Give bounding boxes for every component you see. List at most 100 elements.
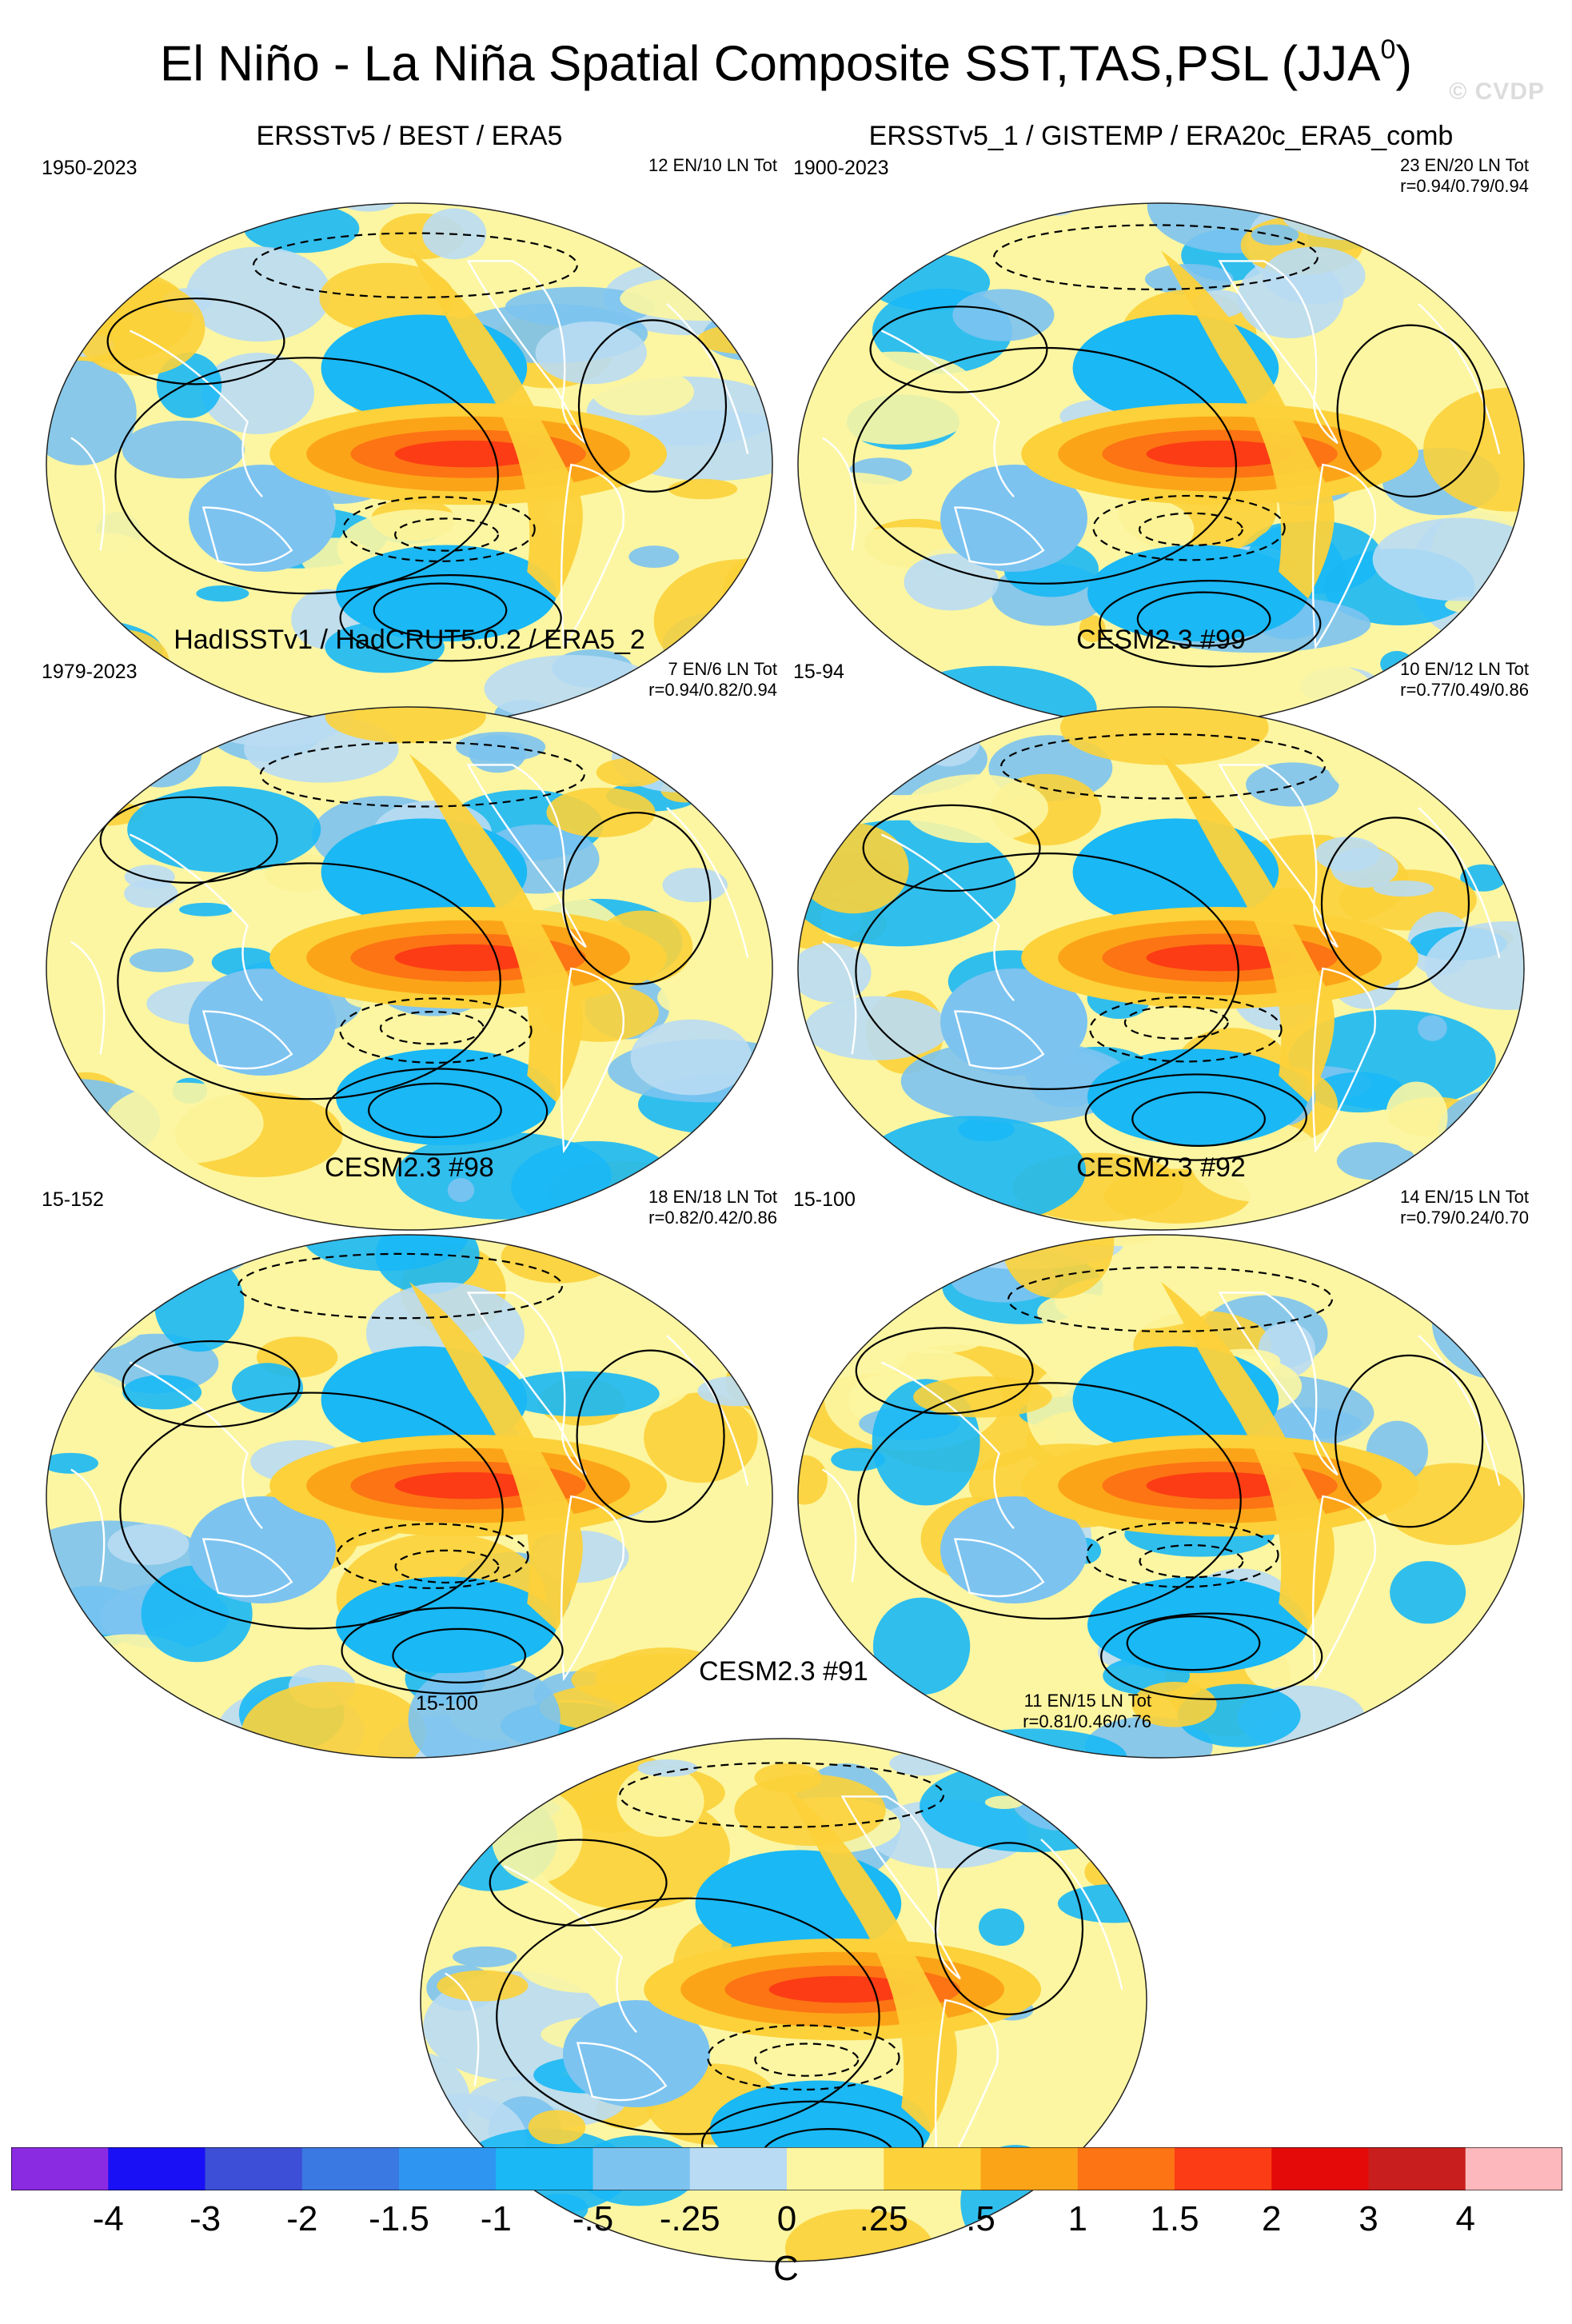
event-count: 11 EN/15 LN Tot xyxy=(1023,1691,1151,1711)
colorbar xyxy=(11,2147,1562,2190)
panel-period: 1950-2023 xyxy=(42,157,138,179)
psl-contour-2 xyxy=(339,997,533,1064)
anomaly-patch xyxy=(668,478,738,500)
colorbar-swatch xyxy=(1271,2147,1369,2190)
anomaly-patch xyxy=(1423,387,1524,512)
anomaly-patch xyxy=(784,2209,934,2262)
map-panel: ERSSTv5_1 / GISTEMP / ERA20c_ERA5_comb 19… xyxy=(793,120,1529,733)
anomaly-patch xyxy=(1263,246,1366,305)
anomaly-patch xyxy=(662,868,728,903)
psl-contour-0 xyxy=(392,1627,527,1683)
map-border xyxy=(46,1234,773,1759)
anomaly-patch xyxy=(798,325,836,349)
robinson-map xyxy=(46,1234,773,1759)
robinson-map xyxy=(797,706,1525,1231)
psl-contour-2 xyxy=(1089,996,1283,1063)
anomaly-patch xyxy=(508,1743,569,1785)
panel-period: 15-94 xyxy=(793,661,844,683)
anomaly-patch xyxy=(726,707,772,715)
pattern-correlation: r=0.82/0.42/0.86 xyxy=(648,1208,777,1228)
anomaly-patch xyxy=(1315,837,1381,872)
coastline-5 xyxy=(666,807,749,958)
psl-contour-4 xyxy=(114,357,499,595)
event-count: 10 EN/12 LN Tot xyxy=(1399,659,1529,679)
map-panel: ERSSTv5 / BEST / ERA5 1950-2023 12 EN/10 L… xyxy=(42,120,777,733)
coastline-1 xyxy=(1311,463,1376,650)
anomaly-patch xyxy=(57,1105,111,1138)
el-nino-warm-tongue-3 xyxy=(394,944,542,972)
anomaly-patch xyxy=(1417,1015,1447,1041)
colorbar-tick-label: -4 xyxy=(92,2199,124,2238)
anomaly-patch xyxy=(979,1908,1025,1947)
colorbar-tick-label: 1.5 xyxy=(1150,2199,1199,2238)
psl-contour-6 xyxy=(576,1349,725,1523)
anomaly-patch xyxy=(596,757,664,787)
colorbar-unit: C xyxy=(773,2249,799,2288)
anomaly-patch xyxy=(122,1375,202,1410)
anomaly-patch xyxy=(46,1599,66,1617)
anomaly-patch xyxy=(812,203,922,237)
anomaly-patch xyxy=(325,707,486,744)
figure-title-text: El Niño - La Niña Spatial Composite SST,… xyxy=(159,36,1381,92)
pattern-correlation: r=0.77/0.49/0.86 xyxy=(1400,680,1529,700)
psl-contour-5 xyxy=(862,804,1041,892)
anomaly-patch xyxy=(670,1235,772,1257)
anomaly-patch xyxy=(241,1681,426,1758)
psl-contour-6 xyxy=(1320,817,1470,990)
coastline-0 xyxy=(1218,1292,1339,1476)
psl-contour-4 xyxy=(852,346,1237,585)
el-nino-warm-tongue-3 xyxy=(1146,1471,1294,1499)
figure-title-superscript: 0 xyxy=(1380,34,1396,65)
el-nino-warm-tongue-3 xyxy=(1146,944,1294,972)
psl-contour-4 xyxy=(119,1392,504,1630)
coastline-5 xyxy=(1040,1839,1123,1990)
anomaly-patch xyxy=(1085,1716,1213,1758)
map-border xyxy=(420,1738,1147,2262)
anomaly-patch xyxy=(124,879,178,908)
anomaly-patch xyxy=(46,1366,74,1392)
south-pacific-cool xyxy=(1087,1576,1308,1674)
anomaly-patch xyxy=(122,421,245,479)
anomaly-patch xyxy=(798,823,909,914)
colorbar-swatch xyxy=(592,2147,691,2190)
figure-title-close: ) xyxy=(1395,36,1413,92)
anomaly-patch xyxy=(133,1712,230,1757)
psl-contour-7 xyxy=(992,224,1319,290)
anomaly-patch xyxy=(46,707,68,721)
psl-contour-4 xyxy=(857,1382,1242,1620)
anomaly-patch xyxy=(196,585,249,602)
panel-title: ERSSTv5_1 / GISTEMP / ERA20c_ERA5_comb xyxy=(868,121,1454,151)
panel-stats: 10 EN/12 LN Tot r=0.77/0.49/0.86 xyxy=(1400,659,1529,701)
colorbar-swatch xyxy=(689,2147,788,2190)
coastline-2 xyxy=(880,833,1015,1002)
coastline-0 xyxy=(466,260,587,445)
colorbar-swatch xyxy=(1368,2147,1466,2190)
psl-contour-7 xyxy=(999,733,1326,800)
panel-period: 1979-2023 xyxy=(42,661,138,683)
psl-contour-5 xyxy=(489,1839,668,1927)
panel-stats: 18 EN/18 LN Tot r=0.82/0.42/0.86 xyxy=(648,1187,777,1228)
indian-ocean-cool xyxy=(189,465,336,572)
anomaly-patch xyxy=(118,715,202,788)
coastline-2 xyxy=(129,329,263,498)
anomaly-patch xyxy=(1083,1543,1171,1589)
colorbar-tick-label: 1 xyxy=(1067,2199,1087,2238)
colorbar-swatch xyxy=(496,2147,593,2190)
robinson-map xyxy=(797,202,1525,727)
anomaly-patch xyxy=(901,1739,958,1750)
psl-contour-2 xyxy=(336,1523,529,1589)
anomaly-patch xyxy=(670,203,727,236)
anomaly-patch xyxy=(491,1789,583,1883)
anomaly-patch xyxy=(107,1523,190,1565)
colorbar-tick-label: -1 xyxy=(480,2199,512,2238)
psl-contour-5 xyxy=(122,1340,301,1428)
coastline-2 xyxy=(503,1865,637,2034)
psl-contour-0 xyxy=(1126,1615,1261,1671)
anomaly-patch xyxy=(904,774,1049,844)
anomaly-patch xyxy=(1424,920,1524,1010)
colorbar-swatch xyxy=(884,2147,981,2190)
anomaly-patch xyxy=(46,817,74,847)
coastline-3 xyxy=(201,1538,293,1598)
coastline-0 xyxy=(840,1795,961,1980)
anomaly-patch xyxy=(421,1739,537,1823)
